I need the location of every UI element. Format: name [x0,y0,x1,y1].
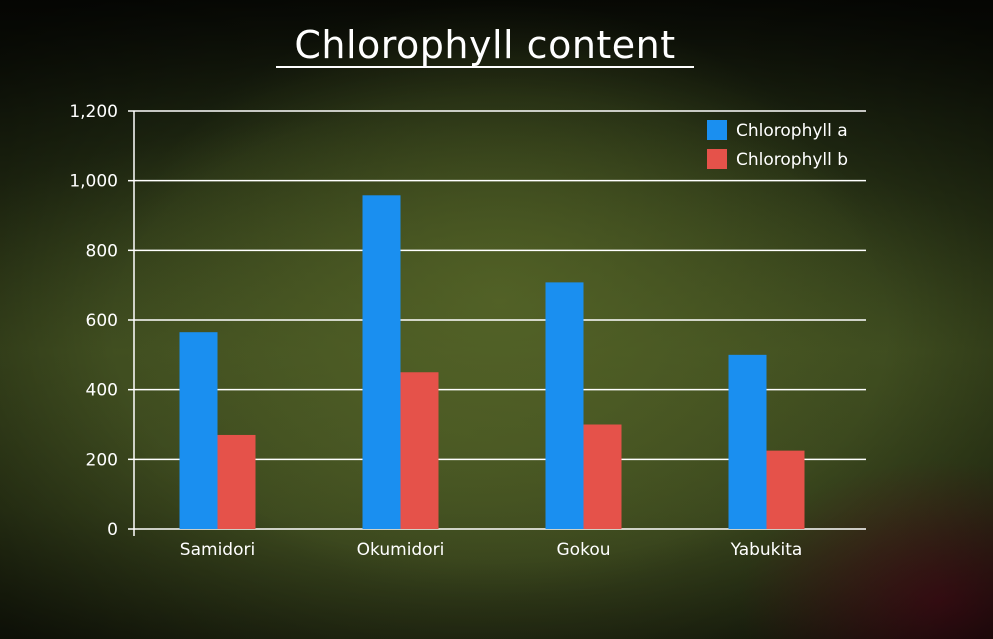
x-tick-label: Samidori [180,540,255,560]
y-tick-label: 600 [86,311,118,331]
legend-label: Chlorophyll a [736,121,848,141]
bar-chlorophyll-a-samidori [179,332,218,529]
y-tick-label: 400 [86,381,118,401]
legend-swatch [707,120,727,140]
bar-chlorophyll-b-okumidori [400,372,439,529]
bars [179,195,805,529]
gridlines [134,110,866,461]
bar-chlorophyll-a-gokou [545,282,584,529]
bar-chlorophyll-a-yabukita [728,354,767,529]
y-tick-label: 1,000 [69,172,118,192]
x-tick-label: Okumidori [357,540,445,560]
legend-label: Chlorophyll b [736,150,848,170]
title-underline [276,66,694,68]
x-tick-label: Gokou [557,540,611,560]
y-tick-label: 800 [86,241,118,261]
y-tick-label: 200 [86,450,118,470]
bar-chlorophyll-b-yabukita [766,450,805,529]
legend-swatch [707,149,727,169]
y-tick-label: 1,200 [69,102,118,122]
bar-chlorophyll-a-okumidori [362,195,401,529]
x-tick-labels: Samidori Okumidori Gokou Yabukita [180,540,803,560]
y-tick-label: 0 [107,520,118,540]
legend: Chlorophyll a Chlorophyll b [707,120,848,170]
chart-title: Chlorophyll content [294,23,676,67]
x-tick-label: Yabukita [730,540,803,560]
y-tick-labels: 0 200 400 600 800 1,000 1,200 [69,102,118,540]
bar-chlorophyll-b-gokou [583,424,622,529]
bar-chlorophyll-b-samidori [217,434,256,529]
